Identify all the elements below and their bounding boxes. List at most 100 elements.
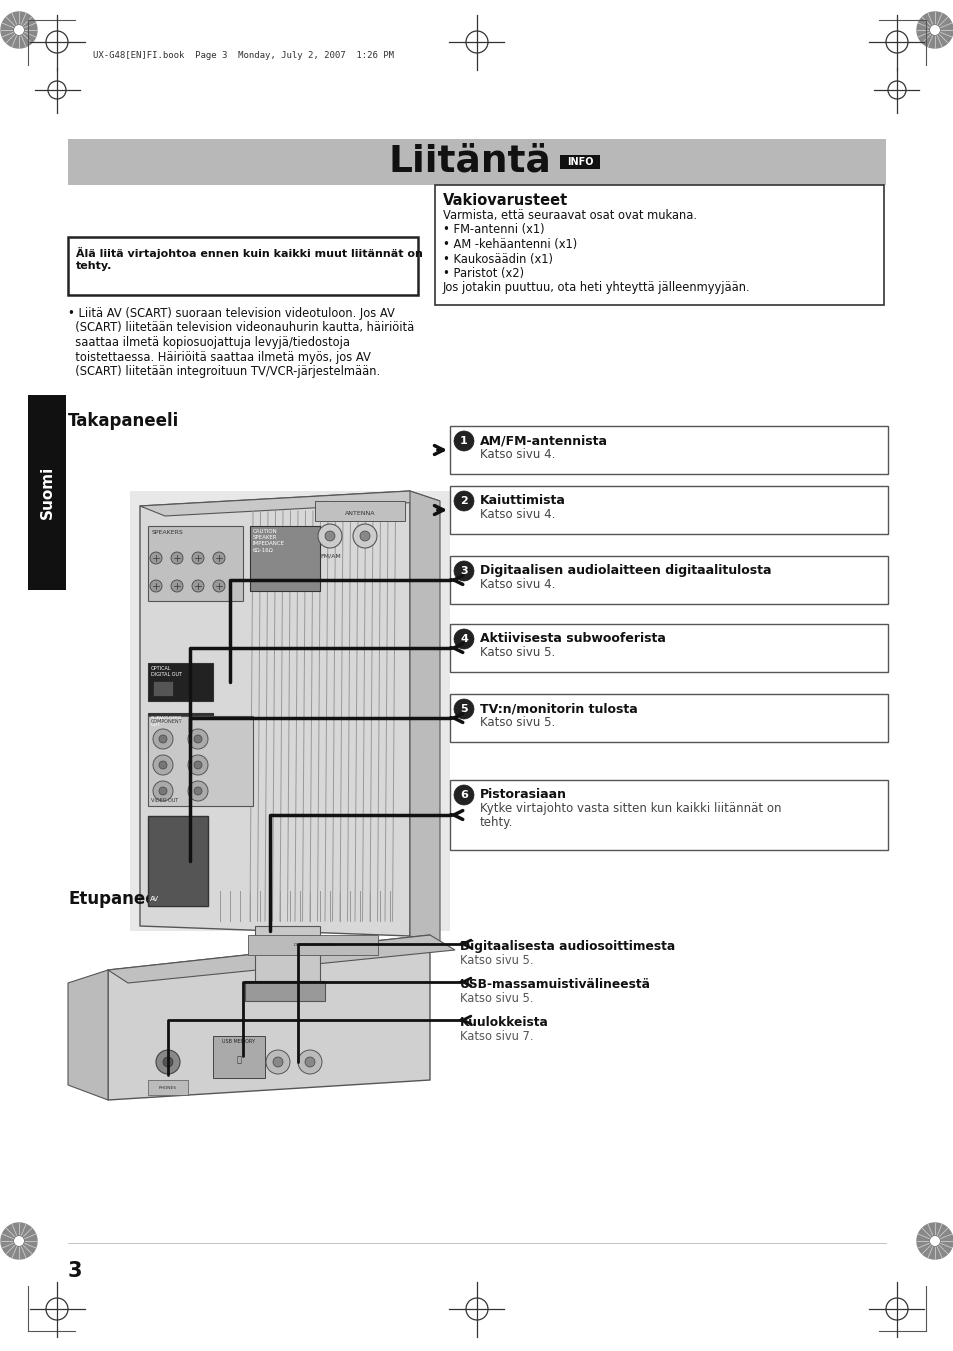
- Bar: [148, 716, 253, 807]
- Circle shape: [266, 1050, 290, 1074]
- Text: TV:n/monitorin tulosta: TV:n/monitorin tulosta: [479, 703, 638, 715]
- Circle shape: [163, 1056, 172, 1067]
- Bar: [450, 624, 887, 671]
- Text: tehty.: tehty.: [76, 261, 112, 272]
- Circle shape: [159, 735, 167, 743]
- Text: Kaiuttimista: Kaiuttimista: [479, 494, 565, 507]
- Text: (SCART) liitetään television videonauhurin kautta, häiriöitä: (SCART) liitetään television videonauhur…: [68, 322, 414, 335]
- Circle shape: [13, 1236, 25, 1247]
- Text: INFO: INFO: [566, 157, 593, 168]
- Circle shape: [150, 580, 162, 592]
- Text: UX-G48[EN]FI.book  Page 3  Monday, July 2, 2007  1:26 PM: UX-G48[EN]FI.book Page 3 Monday, July 2,…: [92, 50, 394, 59]
- Circle shape: [454, 785, 474, 805]
- Circle shape: [353, 524, 376, 549]
- Text: Etupaneeli: Etupaneeli: [68, 890, 168, 908]
- Circle shape: [159, 788, 167, 794]
- Bar: [450, 426, 887, 474]
- Polygon shape: [1, 12, 37, 49]
- Circle shape: [192, 580, 204, 592]
- Text: • Liitä AV (SCART) suoraan television videotuloon. Jos AV: • Liitä AV (SCART) suoraan television vi…: [68, 307, 395, 320]
- Circle shape: [193, 735, 202, 743]
- Bar: [148, 1079, 188, 1096]
- Bar: [250, 526, 319, 590]
- Text: (SCART) liitetään integroituun TV/VCR-järjestelmään.: (SCART) liitetään integroituun TV/VCR-jä…: [68, 365, 379, 378]
- Text: FM/AM: FM/AM: [319, 554, 340, 559]
- Circle shape: [454, 630, 474, 648]
- Text: Suomi: Suomi: [39, 466, 54, 519]
- Circle shape: [454, 698, 474, 719]
- Circle shape: [193, 788, 202, 794]
- Polygon shape: [1, 1223, 37, 1259]
- Text: Katso sivu 5.: Katso sivu 5.: [459, 992, 533, 1005]
- Bar: [450, 780, 887, 850]
- Bar: [435, 185, 883, 305]
- Bar: [248, 935, 377, 955]
- Text: Katso sivu 5.: Katso sivu 5.: [459, 954, 533, 967]
- Text: SPEAKERS: SPEAKERS: [152, 530, 184, 535]
- Bar: [450, 694, 887, 742]
- Text: USB MEMORY: USB MEMORY: [222, 1039, 255, 1044]
- Text: tehty.: tehty.: [479, 816, 513, 830]
- Text: USB-massamuistivälineestä: USB-massamuistivälineestä: [459, 978, 650, 992]
- Text: Katso sivu 7.: Katso sivu 7.: [459, 1029, 533, 1043]
- Circle shape: [297, 1050, 322, 1074]
- Text: Jos jotakin puuttuu, ota heti yhteyttä jälleenmyyjään.: Jos jotakin puuttuu, ota heti yhteyttä j…: [442, 281, 750, 295]
- Text: Katso sivu 5.: Katso sivu 5.: [479, 716, 555, 730]
- Circle shape: [152, 730, 172, 748]
- Text: 3: 3: [68, 1260, 82, 1281]
- Text: VIDEO OUT: VIDEO OUT: [151, 798, 178, 802]
- Circle shape: [13, 24, 25, 35]
- Bar: [152, 681, 172, 696]
- Text: CAUTION
SPEAKER
IMPEDANCE
6Ω-16Ω: CAUTION SPEAKER IMPEDANCE 6Ω-16Ω: [253, 530, 285, 553]
- Text: 5: 5: [459, 704, 467, 713]
- Bar: [130, 490, 450, 931]
- Text: 4: 4: [459, 634, 468, 644]
- Polygon shape: [140, 490, 439, 516]
- Bar: [148, 526, 243, 601]
- Circle shape: [213, 580, 225, 592]
- Circle shape: [156, 1050, 180, 1074]
- Circle shape: [159, 761, 167, 769]
- Polygon shape: [108, 935, 430, 1100]
- Circle shape: [928, 1236, 940, 1247]
- Text: Liitäntä: Liitäntä: [388, 145, 551, 180]
- Text: Katso sivu 4.: Katso sivu 4.: [479, 449, 555, 461]
- Circle shape: [454, 431, 474, 451]
- Text: Aktiivisesta subwooferista: Aktiivisesta subwooferista: [479, 632, 665, 644]
- Text: • Paristot (x2): • Paristot (x2): [442, 267, 523, 280]
- Circle shape: [152, 755, 172, 775]
- Circle shape: [188, 730, 208, 748]
- Text: ANTENNA: ANTENNA: [344, 511, 375, 516]
- Text: Katso sivu 5.: Katso sivu 5.: [479, 646, 555, 659]
- Circle shape: [171, 580, 183, 592]
- Polygon shape: [245, 981, 325, 1001]
- Bar: [450, 486, 887, 534]
- Polygon shape: [916, 12, 952, 49]
- Circle shape: [273, 1056, 283, 1067]
- Text: DIGITAL AUDIO IN: DIGITAL AUDIO IN: [294, 943, 332, 947]
- Circle shape: [325, 531, 335, 540]
- Circle shape: [213, 553, 225, 563]
- Circle shape: [171, 553, 183, 563]
- Text: Pistorasiaan: Pistorasiaan: [479, 788, 566, 801]
- Text: ⬛: ⬛: [236, 1055, 241, 1065]
- Text: 6: 6: [459, 790, 468, 800]
- Bar: [28, 394, 66, 590]
- Circle shape: [928, 24, 940, 35]
- Bar: [68, 139, 885, 185]
- Bar: [148, 713, 213, 751]
- Text: AM/FM-antennista: AM/FM-antennista: [479, 434, 607, 447]
- Text: 2: 2: [459, 496, 467, 507]
- Polygon shape: [254, 925, 319, 981]
- Text: saattaa ilmetä kopiosuojattuja levyjä/tiedostoja: saattaa ilmetä kopiosuojattuja levyjä/ti…: [68, 336, 350, 349]
- Text: SUBWOOFER
OUT: SUBWOOFER OUT: [151, 716, 182, 727]
- Text: Älä liitä virtajohtoa ennen kuin kaikki muut liitännät on: Älä liitä virtajohtoa ennen kuin kaikki …: [76, 247, 422, 259]
- Text: OPTICAL
DIGITAL OUT: OPTICAL DIGITAL OUT: [151, 666, 182, 677]
- Text: 1: 1: [459, 436, 467, 446]
- Text: COMPONENT: COMPONENT: [151, 719, 182, 724]
- Text: • AM -kehäantenni (x1): • AM -kehäantenni (x1): [442, 238, 577, 251]
- Text: Kuulokkeista: Kuulokkeista: [459, 1016, 548, 1029]
- Text: 3: 3: [459, 566, 467, 576]
- Bar: [213, 1036, 265, 1078]
- Circle shape: [317, 524, 341, 549]
